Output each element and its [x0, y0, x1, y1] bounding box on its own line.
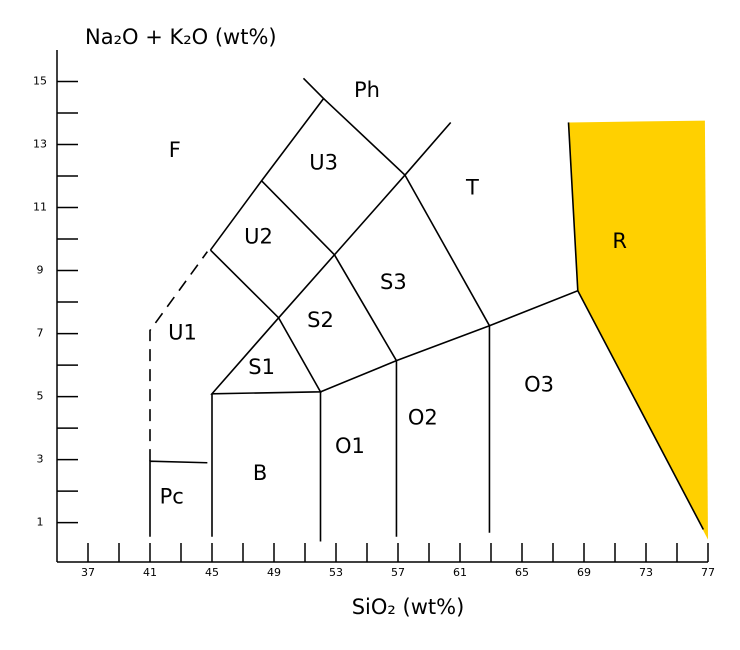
field-label: T	[465, 176, 479, 200]
field-boundary	[404, 174, 491, 327]
x-tick-label: 37	[81, 566, 95, 579]
x-tick-label: 77	[701, 566, 715, 579]
x-tick-label: 45	[205, 566, 219, 579]
x-tick-label: 57	[391, 566, 405, 579]
field-label: U1	[168, 321, 197, 345]
y-tick-label: 13	[33, 138, 47, 151]
field-boundary	[323, 97, 452, 177]
field-boundary	[149, 460, 208, 537]
y-tick-label: 1	[37, 516, 44, 529]
x-tick-label: 65	[515, 566, 529, 579]
y-tick-label: 7	[37, 327, 44, 340]
x-tick-label: 41	[143, 566, 157, 579]
field-label: S2	[307, 308, 334, 332]
x-tick-label: 53	[329, 566, 343, 579]
field-label: R	[612, 229, 627, 253]
x-tick-label: 69	[577, 566, 591, 579]
x-tick-label: 73	[639, 566, 653, 579]
field-label: U3	[309, 150, 338, 174]
field-label: B	[253, 461, 267, 485]
y-tick-label: 5	[37, 390, 44, 403]
field-label: O3	[524, 373, 554, 397]
y-axis-title: Na₂O + K₂O (wt%)	[85, 25, 277, 49]
x-tick-label: 49	[267, 566, 281, 579]
field-boundary	[149, 251, 208, 462]
field-boundary	[577, 290, 705, 530]
field-label: U2	[244, 224, 273, 248]
field-r-fill	[568, 120, 708, 540]
y-tick-label: 9	[37, 264, 44, 277]
y-tick-label: 3	[37, 453, 44, 466]
field-boundary	[333, 174, 406, 362]
field-label: F	[169, 138, 181, 162]
field-boundary	[209, 77, 325, 251]
y-tick-label: 15	[33, 75, 47, 88]
field-label: S1	[248, 355, 275, 379]
field-label: O1	[335, 434, 365, 458]
x-axis-title: SiO₂ (wt%)	[352, 595, 465, 619]
field-boundary	[261, 180, 336, 319]
field-label: O2	[408, 406, 438, 430]
x-tick-label: 61	[453, 566, 467, 579]
field-boundary	[320, 122, 579, 393]
field-label: S3	[380, 270, 407, 294]
y-tick-label: 11	[33, 201, 47, 214]
field-label: Ph	[354, 78, 380, 102]
field-label: Pc	[160, 484, 184, 508]
